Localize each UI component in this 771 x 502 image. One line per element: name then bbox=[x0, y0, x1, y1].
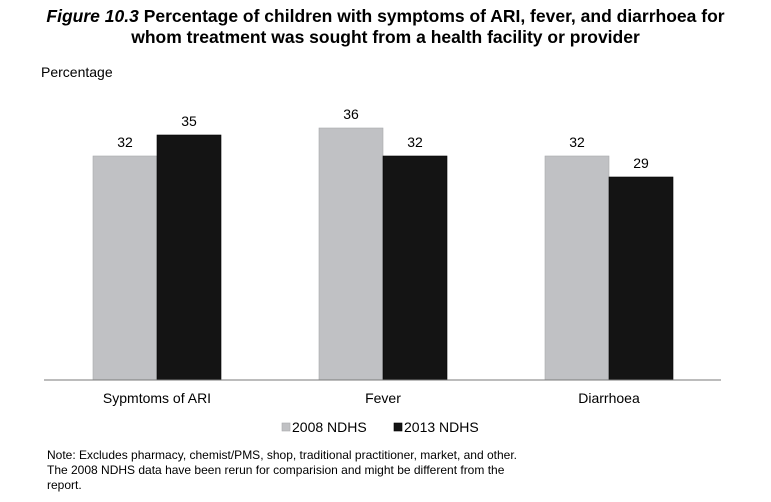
chart-title: Figure 10.3 Percentage of children with … bbox=[0, 6, 771, 48]
bar-2013-1 bbox=[382, 155, 448, 381]
bar-2008-0 bbox=[92, 155, 158, 381]
bars-group: 32 35 36 32 32 29 bbox=[92, 106, 674, 381]
y-axis-label: Percentage bbox=[41, 64, 113, 80]
data-label-2013-2: 29 bbox=[633, 155, 649, 171]
data-label-2008-2: 32 bbox=[569, 134, 585, 150]
figure-label: Figure 10.3 bbox=[46, 6, 139, 26]
x-tick-labels: Sypmtoms of ARI Fever Diarrhoea bbox=[103, 390, 640, 406]
legend-label-0: 2008 NDHS bbox=[292, 419, 367, 435]
bar-chart: Percentage 32 35 36 32 32 29 Sypmtoms of ARI F… bbox=[41, 64, 721, 435]
bar-2013-0 bbox=[156, 134, 222, 381]
legend: 2008 NDHS 2013 NDHS bbox=[281, 419, 479, 435]
legend-swatch-1 bbox=[393, 422, 403, 432]
title-text-1: Percentage of children with symptoms of … bbox=[143, 6, 725, 26]
footnote: Note: Excludes pharmacy, chemist/PMS, sh… bbox=[47, 448, 517, 492]
data-label-2008-1: 36 bbox=[343, 106, 359, 122]
x-tick-label-0: Sypmtoms of ARI bbox=[103, 390, 211, 406]
data-label-2013-1: 32 bbox=[407, 134, 423, 150]
legend-swatch-0 bbox=[281, 422, 291, 432]
title-line-2: whom treatment was sought from a health … bbox=[131, 27, 640, 47]
bar-2013-2 bbox=[608, 176, 674, 381]
x-tick-label-1: Fever bbox=[365, 390, 401, 406]
bar-2008-1 bbox=[318, 127, 384, 381]
title-line-1: Figure 10.3 Percentage of children with … bbox=[0, 6, 771, 27]
data-label-2013-0: 35 bbox=[181, 113, 197, 129]
bar-2008-2 bbox=[544, 155, 610, 381]
data-label-2008-0: 32 bbox=[117, 134, 133, 150]
legend-label-1: 2013 NDHS bbox=[404, 419, 479, 435]
x-tick-label-2: Diarrhoea bbox=[578, 390, 640, 406]
